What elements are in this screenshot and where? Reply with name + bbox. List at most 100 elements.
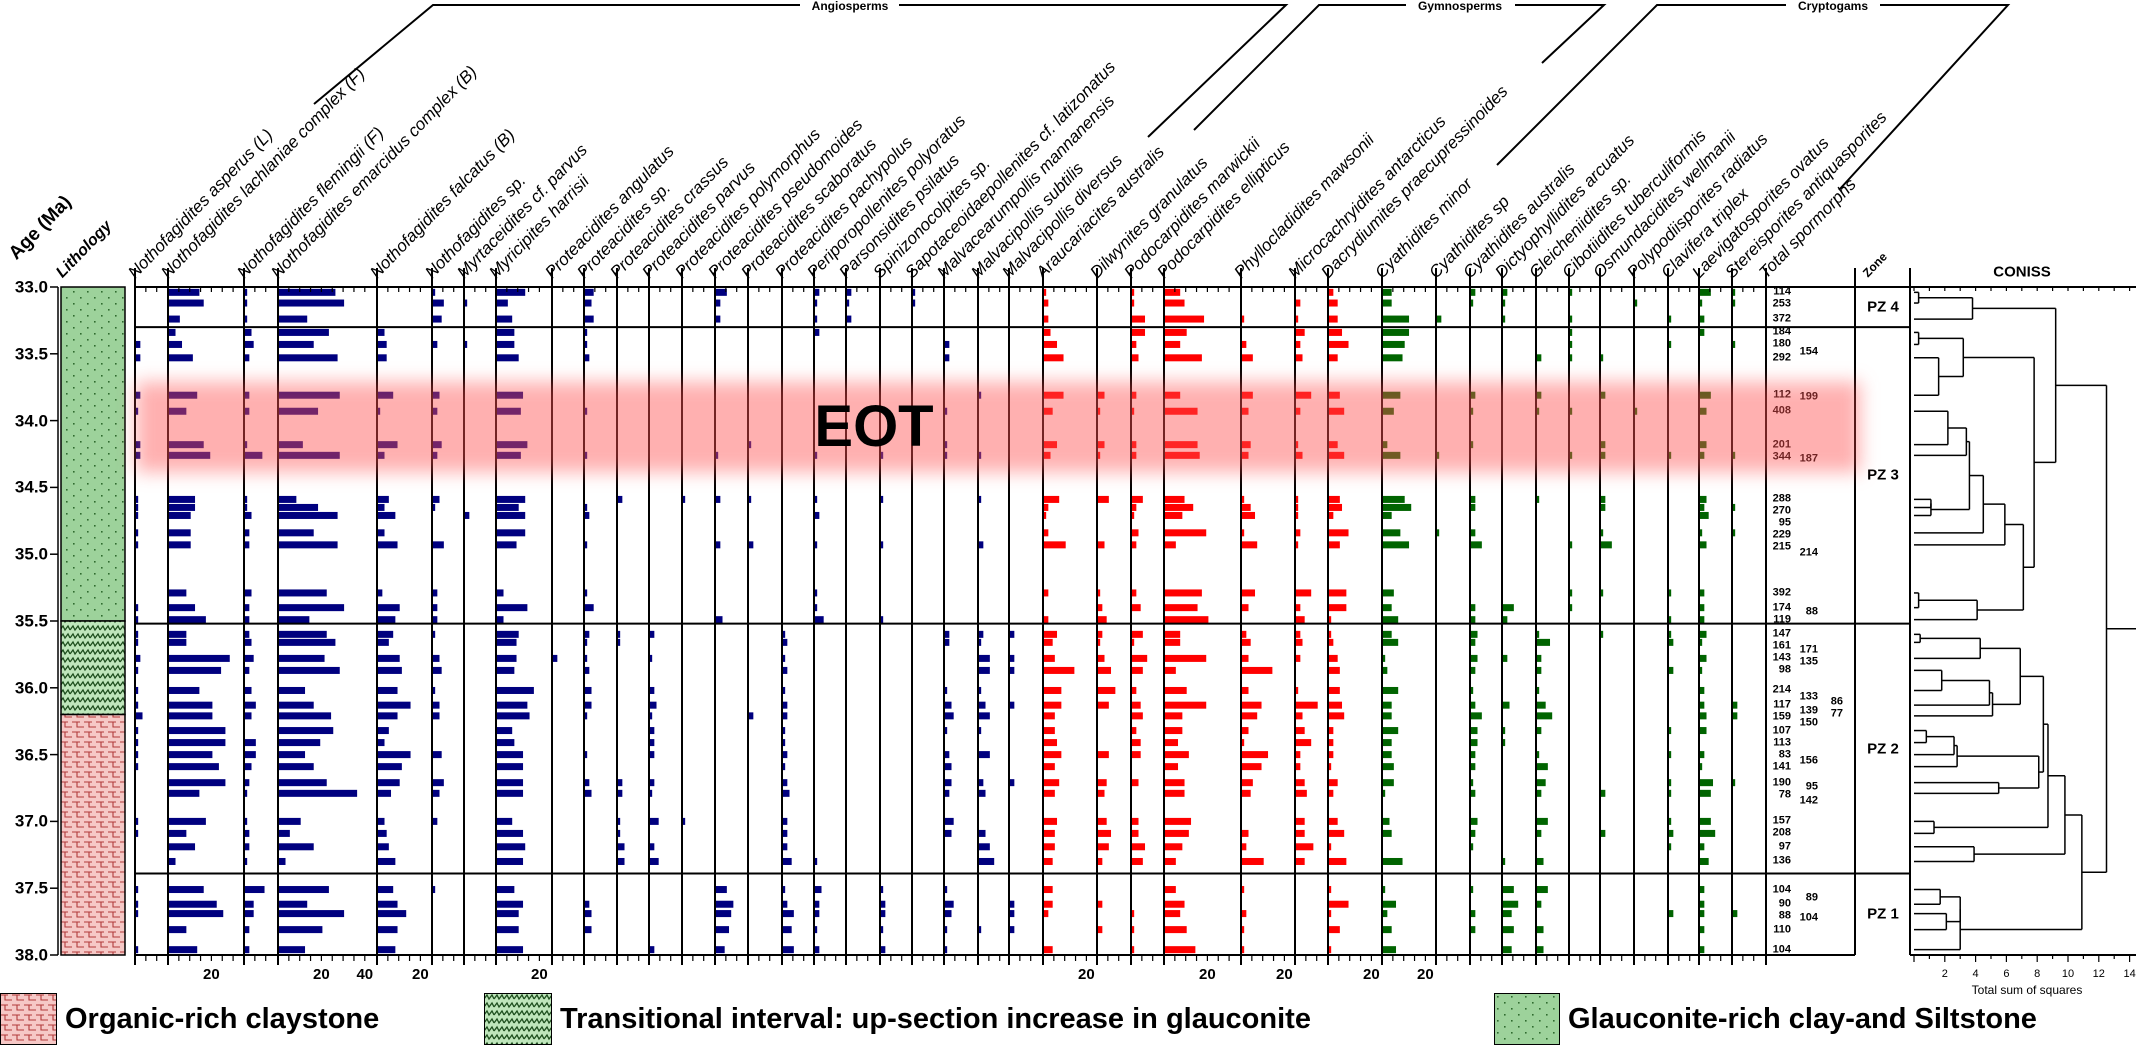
coniss-tick-label: 2 [1941, 968, 1948, 980]
pollen-bar [1329, 686, 1340, 694]
pollen-bar [245, 910, 254, 918]
pollen-bar [1165, 946, 1196, 954]
age-axis-title: Age (Ma) [4, 191, 76, 264]
pollen-bar [245, 666, 250, 674]
pollen-bar [136, 638, 139, 646]
pollen-bar [279, 739, 321, 747]
pollen-bar [815, 886, 822, 894]
pollen-bar [1098, 829, 1112, 837]
pollen-bar [1635, 407, 1638, 415]
age-tick-label: 37.5 [14, 878, 48, 898]
pollen-bar [1329, 926, 1340, 934]
pollen-bar [279, 340, 314, 348]
pollen-bar [1165, 541, 1176, 549]
pollen-bar [136, 666, 139, 674]
pollen-bar [1044, 340, 1058, 348]
pollen-bar [378, 739, 385, 747]
pollen-bar [1165, 666, 1176, 674]
pollen-bar [1132, 817, 1139, 825]
pollen-bar [1296, 495, 1299, 503]
pollen-bar [378, 712, 398, 720]
pollen-bar [1132, 727, 1137, 735]
pollen-bar [585, 288, 594, 296]
pollen-bar [1503, 900, 1519, 908]
pollen-bar [749, 712, 754, 720]
pollen-bar [1132, 503, 1137, 511]
pollen-bar [1098, 407, 1101, 415]
pollen-bar [279, 857, 286, 865]
pollen-bar [378, 910, 407, 918]
legend-label: Organic-rich claystone [65, 1002, 380, 1035]
pollen-bar [881, 495, 884, 503]
pollen-bar [1537, 946, 1544, 954]
pollen-bar [979, 857, 995, 865]
pollen-bar [1296, 328, 1305, 336]
pollen-bar [1700, 638, 1703, 646]
pollen-bar [279, 638, 336, 646]
pollen-bar [1471, 288, 1476, 296]
pollen-bar [618, 495, 623, 503]
pollen-bar [1165, 829, 1189, 837]
group-bracket [1838, 4, 2011, 191]
pollen-bar [1044, 630, 1058, 638]
total-count: 156 [1799, 754, 1818, 767]
pollen-bar [1383, 315, 1410, 323]
pollen-bar [245, 829, 250, 837]
pollen-bar [279, 751, 306, 759]
pollen-bar [136, 654, 141, 662]
pollen-bar [1471, 701, 1476, 709]
pollen-bar [433, 451, 438, 459]
pollen-bar [433, 340, 438, 348]
pollen-bar [1165, 503, 1194, 511]
pollen-bar [465, 299, 468, 307]
pollen-bar [1733, 340, 1736, 348]
pollen-bar [279, 529, 314, 537]
pollen-bar [1471, 503, 1476, 511]
pollen-bar [136, 541, 139, 549]
pollen-bar [1165, 727, 1183, 735]
pollen-bar [1383, 900, 1397, 908]
pollen-bar [1383, 616, 1399, 624]
pollen-bar [1296, 315, 1299, 323]
pollen-bar [497, 886, 515, 894]
pollen-bar [378, 391, 394, 399]
pollen-bar [716, 541, 721, 549]
pollen-bar [650, 857, 659, 865]
pollen-bar [815, 495, 818, 503]
pollen-bar [945, 451, 948, 459]
pollen-bar [497, 686, 534, 694]
pollen-bar [1098, 926, 1103, 934]
pollen-bar [1044, 686, 1062, 694]
pollen-bar [1242, 910, 1247, 918]
pollen-bar [1329, 441, 1338, 449]
pollen-bar [1132, 701, 1141, 709]
pollen-bar [245, 503, 248, 511]
pollen-bar [585, 451, 588, 459]
pollen-bar [1165, 495, 1185, 503]
pollen-bar [1700, 391, 1711, 399]
pollen-bar [716, 315, 721, 323]
pollen-bar [245, 451, 263, 459]
pollen-bar [1329, 354, 1338, 362]
pollen-bar [169, 616, 206, 624]
pollen-bar [245, 763, 252, 771]
legend-label: Transitional interval: up-section increa… [560, 1002, 1311, 1035]
pollen-bar [245, 638, 252, 646]
pollen-bar [245, 654, 254, 662]
coniss-tick-label: 12 [2092, 968, 2105, 980]
pollen-bar [1165, 910, 1181, 918]
total-count: 270 [1772, 504, 1791, 517]
pollen-bar [1471, 529, 1476, 537]
total-count: 229 [1772, 528, 1791, 541]
pollen-bar [585, 354, 590, 362]
pollen-bar [169, 495, 196, 503]
pollen-bar [945, 630, 950, 638]
pollen-bar [815, 604, 818, 612]
pollen-bar [1132, 391, 1137, 399]
pollen-bar [1471, 779, 1474, 787]
pollen-bar [497, 817, 513, 825]
total-count: 171 [1799, 643, 1818, 656]
pollen-bar [783, 926, 792, 934]
pollen-bar [945, 829, 952, 837]
